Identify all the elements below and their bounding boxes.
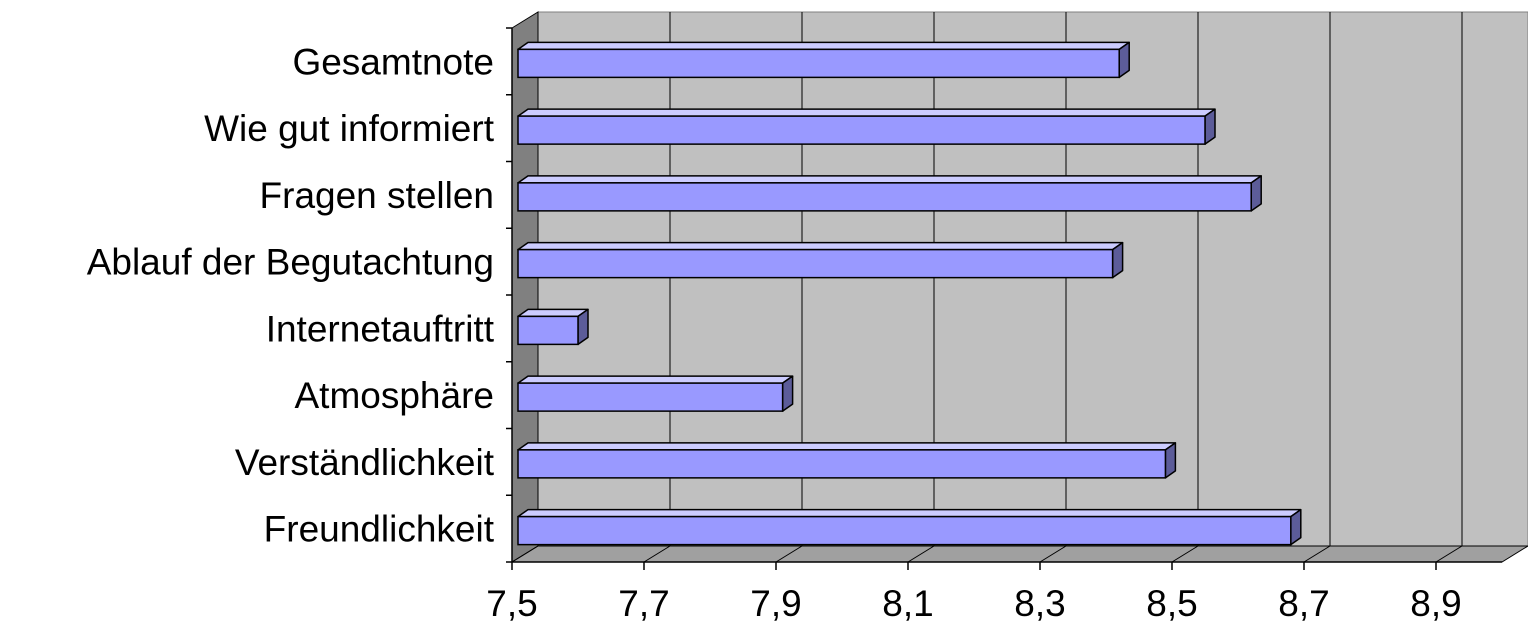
bar-side-face (1290, 508, 1302, 546)
x-tick-label: 8,7 (1278, 583, 1329, 624)
bar (517, 508, 1302, 546)
x-tick-label: 8,3 (1014, 583, 1065, 624)
floor-gridline (511, 545, 539, 563)
category-label: Fragen stellen (260, 175, 494, 216)
bars (517, 41, 1302, 546)
bar-side-face (577, 308, 589, 346)
x-tick-label: 8,1 (882, 583, 933, 624)
category-label: Gesamtnote (292, 41, 494, 82)
category-label: Verständlichkeit (235, 442, 495, 483)
bar-top-face (517, 308, 589, 318)
bar-top-face (517, 41, 1130, 51)
bar-top-face (517, 375, 794, 384)
bar (517, 308, 589, 346)
bar-top-face (517, 175, 1262, 184)
floor-gridline (1303, 545, 1331, 563)
bar-front-face (517, 515, 1292, 546)
x-tick-label: 7,5 (486, 583, 537, 624)
x-tick-label: 7,9 (750, 583, 801, 624)
x-tick-label: 8,5 (1146, 583, 1197, 624)
category-labels: Gesamtnote Wie gut informiert Fragen stell… (87, 41, 495, 549)
x-tick-label: 7,7 (618, 583, 669, 624)
bar-front-face (517, 449, 1167, 479)
bar-side-face (1204, 108, 1216, 145)
floor-gridline (1435, 545, 1463, 563)
plot-left-wall (511, 11, 539, 563)
bar-top-face (517, 108, 1216, 117)
bar (517, 175, 1262, 212)
category-label: Atmosphäre (295, 375, 495, 416)
plot-floor (510, 545, 1528, 563)
bar-side-face (781, 375, 794, 412)
bar-top-face (517, 508, 1302, 518)
bar-front-face (517, 248, 1114, 279)
bar-side-face (1250, 175, 1262, 212)
x-tick-label: 8,9 (1410, 583, 1461, 624)
bar-front-face (517, 182, 1252, 212)
x-axis-ticks: 7,5 7,7 7,9 8,1 8,3 8,5 8,7 8,9 (486, 583, 1461, 624)
bar-top-face (517, 241, 1124, 251)
category-label: Internetauftritt (266, 308, 495, 349)
plot-background (510, 11, 1528, 563)
bar (517, 442, 1177, 479)
bar-front-face (517, 382, 784, 412)
bar-top-face (517, 442, 1177, 451)
floor-gridline (1171, 545, 1199, 563)
bar-front-face (517, 48, 1120, 79)
category-label: Ablauf der Begutachtung (87, 242, 494, 283)
category-label: Wie gut informiert (204, 108, 495, 149)
bar (517, 375, 794, 412)
bar-side-face (1111, 241, 1124, 279)
bar-side-face (1118, 41, 1130, 79)
floor-gridline (1039, 545, 1067, 563)
bar (517, 108, 1216, 145)
bar-side-face (1164, 442, 1177, 479)
bar (517, 241, 1124, 279)
bar-front-face (517, 315, 579, 346)
category-label: Freundlichkeit (264, 509, 495, 550)
floor-gridline (775, 545, 803, 563)
bar-front-face (517, 115, 1206, 145)
bar (517, 41, 1130, 79)
floor-gridline (643, 545, 671, 563)
floor-gridline (907, 545, 935, 563)
